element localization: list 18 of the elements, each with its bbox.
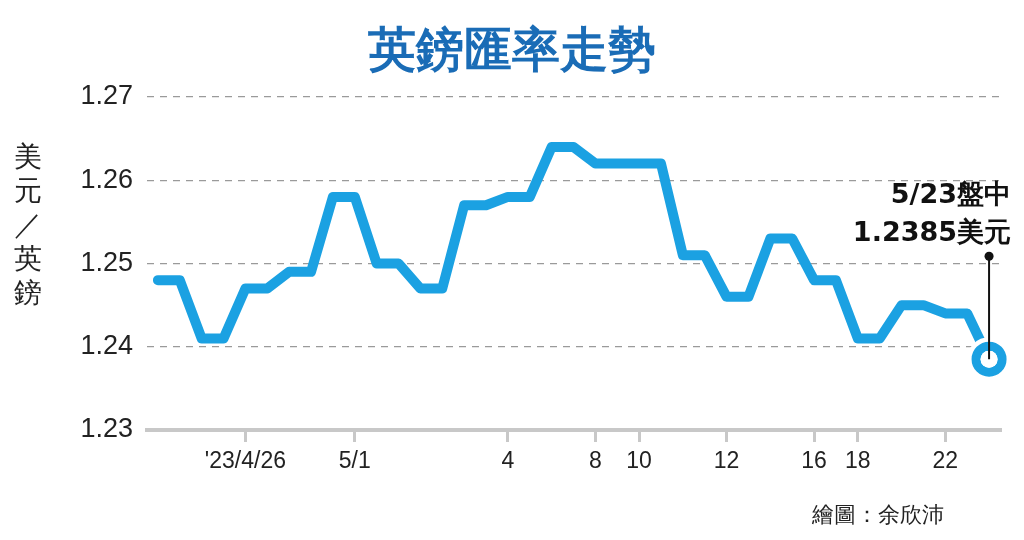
x-tick-label: 12 <box>713 447 740 474</box>
y-axis-title: 美元／英鎊 <box>13 140 43 310</box>
x-tick-label: 22 <box>932 447 959 474</box>
x-tick-label: 8 <box>588 447 602 474</box>
annotation: 5/23盤中 1.2385美元 <box>852 178 1012 248</box>
y-tick-label: 1.26 <box>80 163 133 194</box>
x-tick-label: 16 <box>801 447 827 474</box>
x-tick-label: 5/1 <box>338 447 371 474</box>
y-tick-label: 1.27 <box>80 80 133 111</box>
x-tick-label: '23/4/26 <box>204 447 286 474</box>
y-tick-label: 1.24 <box>80 330 133 361</box>
x-tick-label: 18 <box>845 447 871 474</box>
y-tick-label: 1.25 <box>80 246 133 277</box>
chart-title: 英鎊匯率走勢 <box>367 20 657 79</box>
x-tick-label: 10 <box>626 447 652 474</box>
y-tick-label: 1.23 <box>80 413 133 444</box>
text: 繪圖：余欣沛 <box>812 501 944 529</box>
x-tick-label: 4 <box>501 447 515 474</box>
